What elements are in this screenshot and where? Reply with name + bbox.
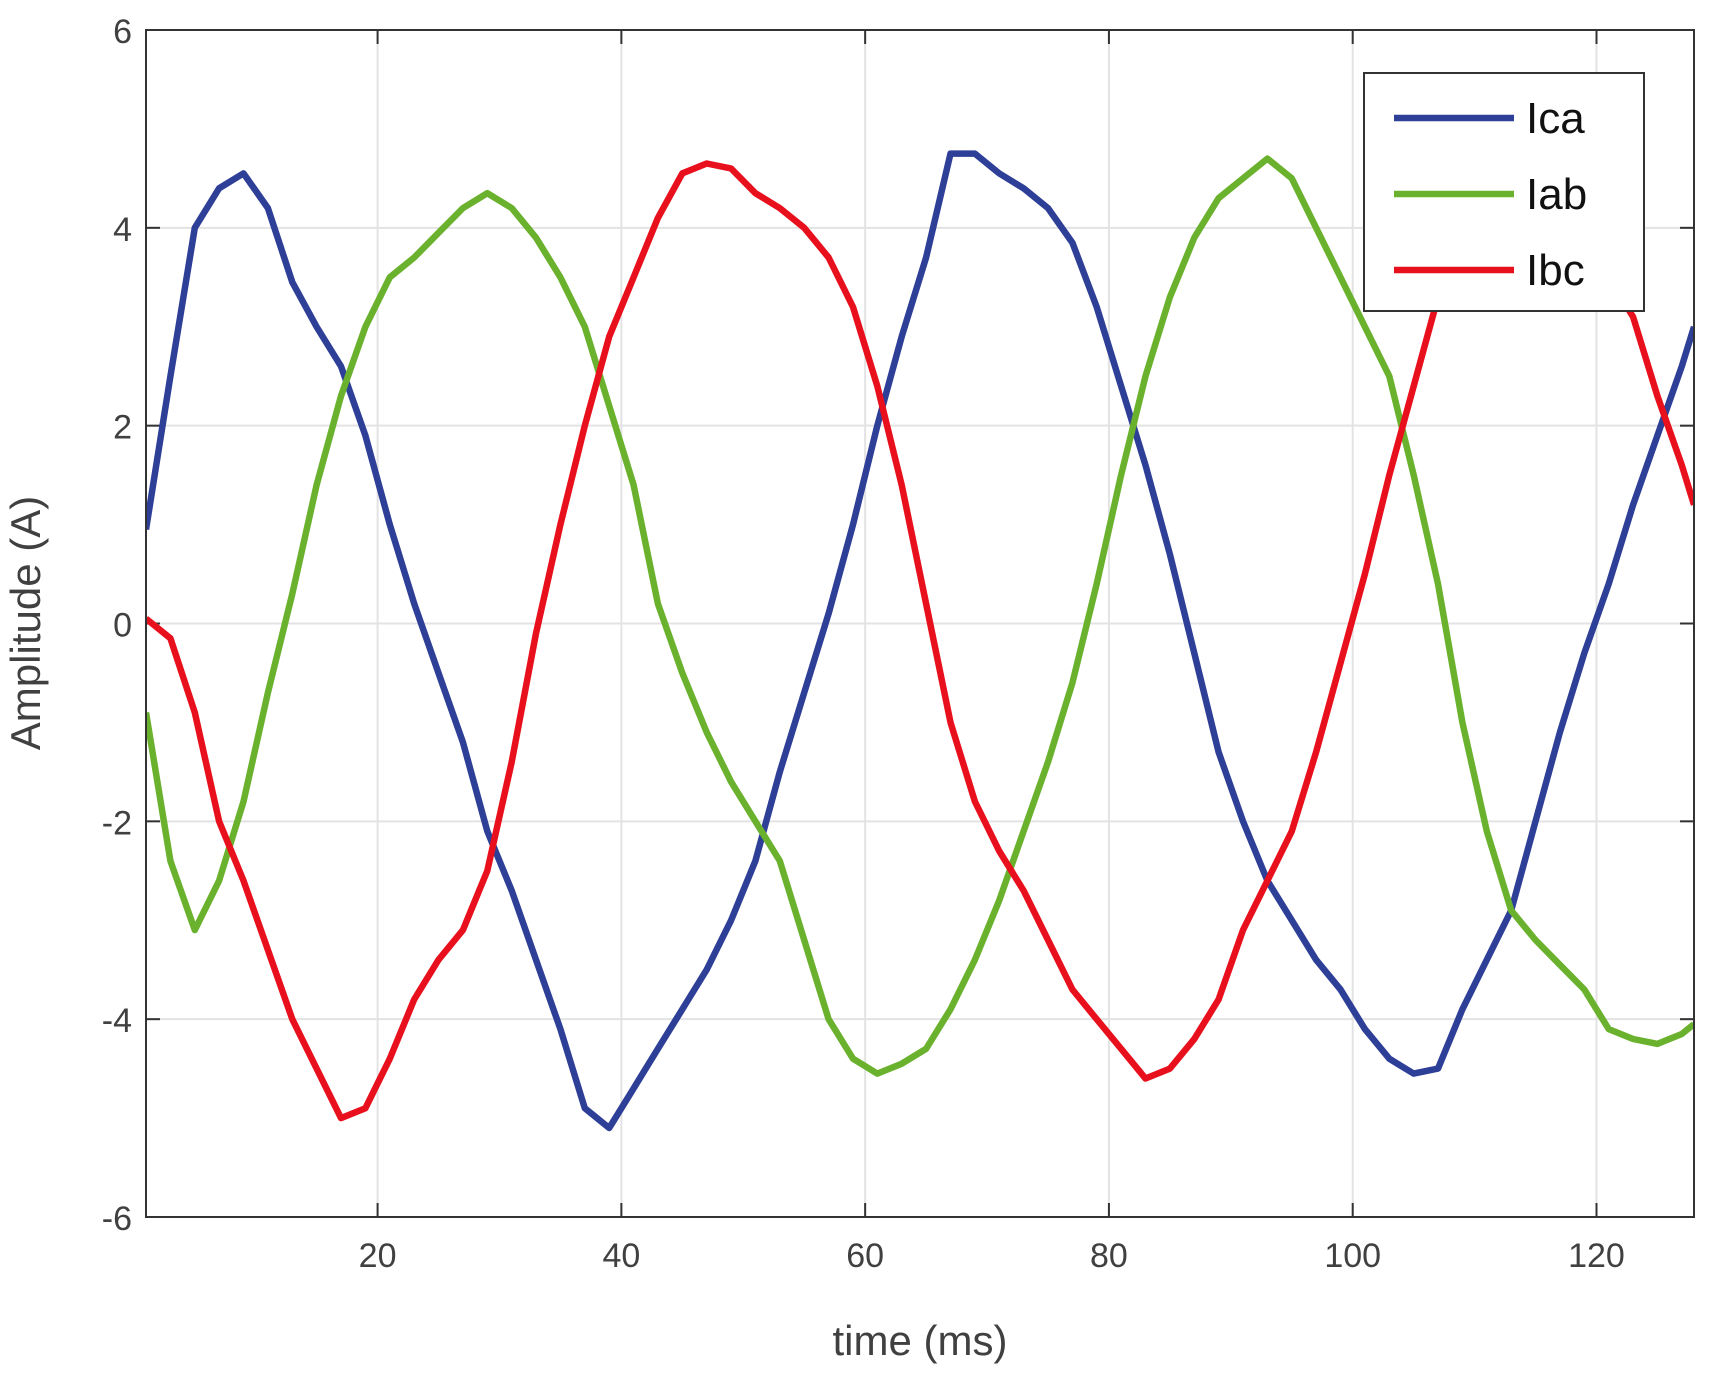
legend-label: Ica (1526, 94, 1585, 143)
y-tick-label: -2 (102, 804, 132, 842)
legend-label: Ibc (1526, 246, 1585, 295)
x-tick-label: 40 (602, 1237, 640, 1275)
y-axis-label: Amplitude (A) (2, 496, 49, 750)
series-line (146, 150, 1694, 1132)
series-line (146, 155, 1694, 1077)
legend-label: Iab (1526, 170, 1587, 219)
x-tick-label: 80 (1090, 1237, 1128, 1275)
x-tick-label: 60 (846, 1237, 884, 1275)
y-tick-label: 0 (113, 607, 132, 645)
y-tick-label: -6 (102, 1200, 132, 1238)
x-axis-label: time (ms) (833, 1317, 1008, 1364)
y-tick-label: -4 (102, 1002, 132, 1040)
x-tick-label: 20 (359, 1237, 397, 1275)
plot-frame (145, 29, 1695, 1218)
x-tick-label: 100 (1324, 1237, 1381, 1275)
y-tick-label: 2 (113, 409, 132, 447)
x-tick-label: 120 (1568, 1237, 1625, 1275)
y-tick-label: 6 (113, 13, 132, 51)
y-tick-label: 4 (113, 211, 132, 249)
